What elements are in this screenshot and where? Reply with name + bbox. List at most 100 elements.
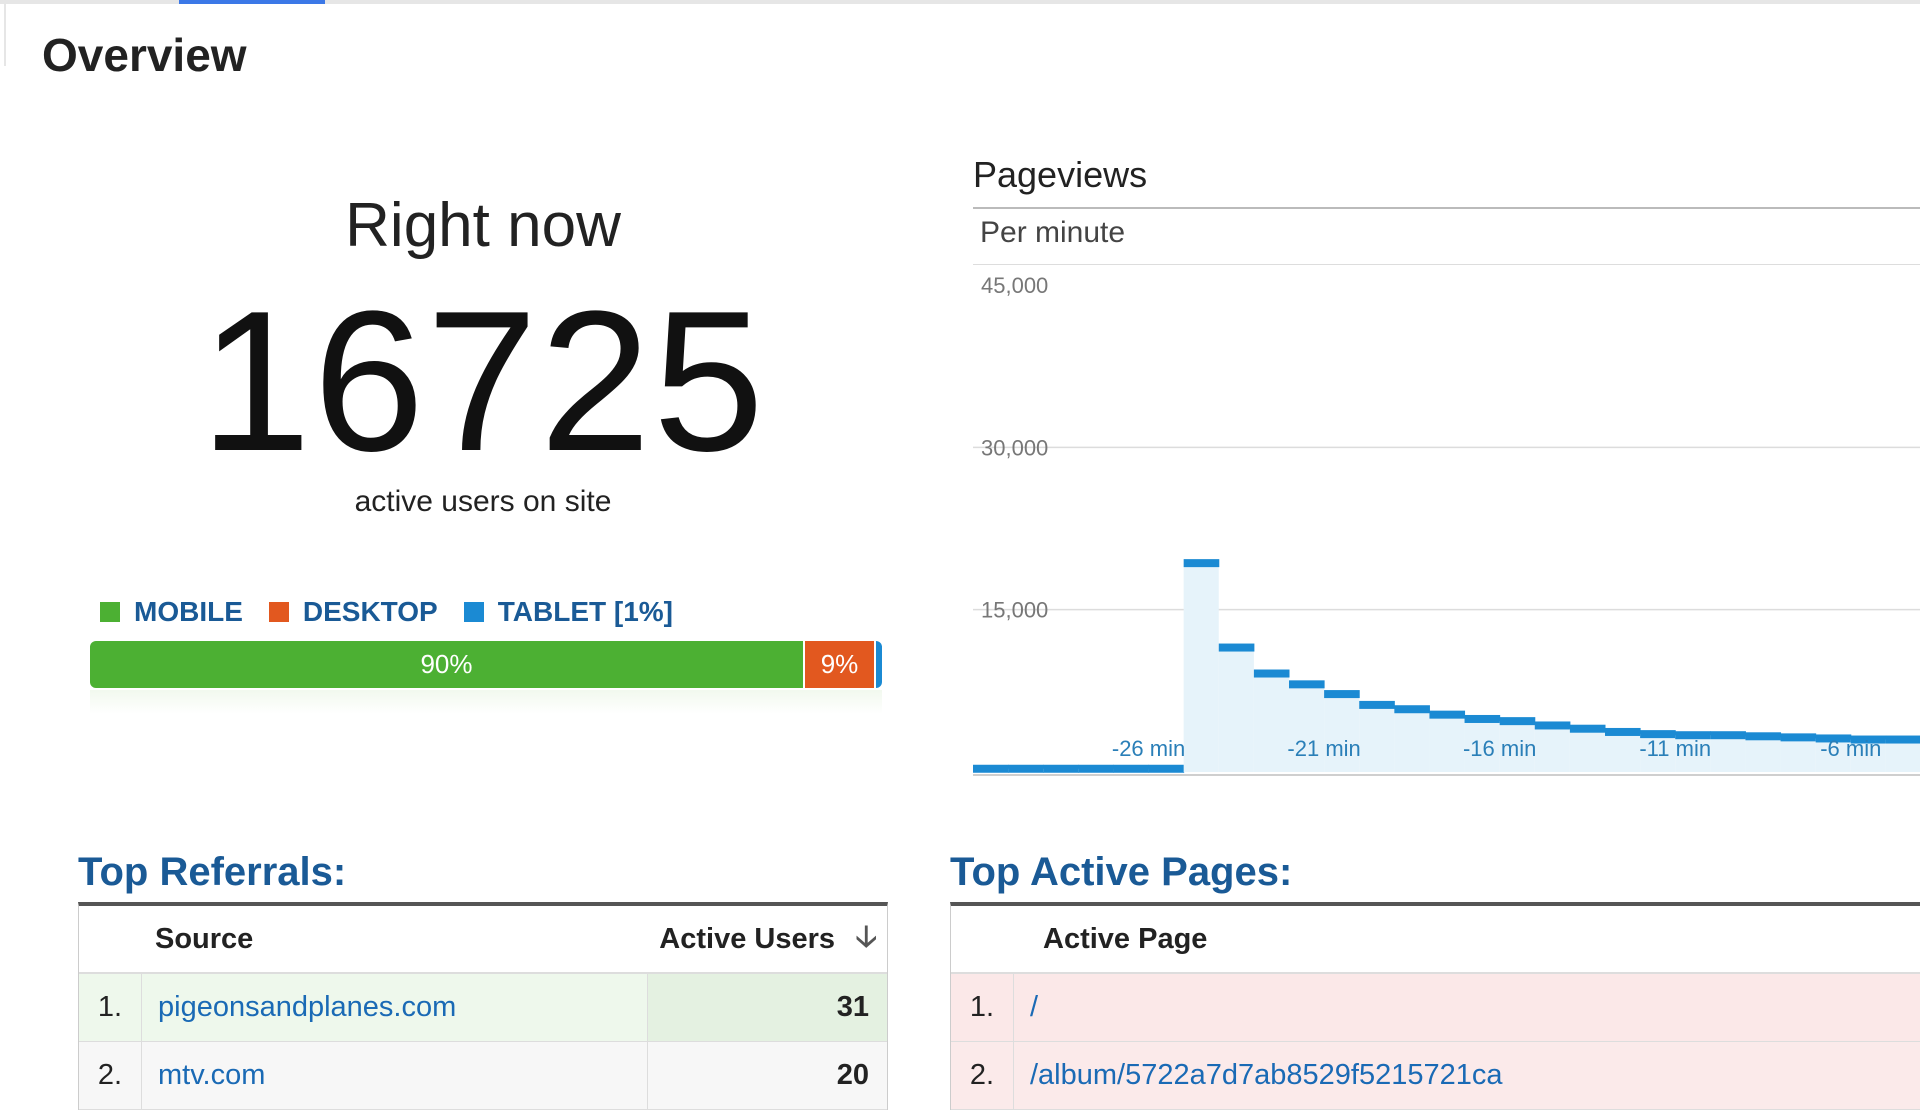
- pageview-bar-fill: [1394, 709, 1430, 772]
- active-users-count: 16725: [199, 270, 767, 493]
- pageview-bar-fill: [1218, 647, 1254, 772]
- x-tick-label: -11 min: [1639, 736, 1711, 761]
- row-rank: 2.: [951, 1042, 1014, 1109]
- source-link[interactable]: mtv.com: [158, 1059, 266, 1091]
- pageview-bar-cap: [1885, 735, 1920, 744]
- pageview-bar-cap: [1324, 690, 1360, 699]
- pageview-bar-fill: [1569, 728, 1605, 772]
- x-tick-label: -16 min: [1463, 736, 1536, 761]
- pageview-bar-cap: [1780, 733, 1817, 742]
- tablet-segment[interactable]: [874, 641, 882, 688]
- pageview-bar-cap: [1710, 731, 1746, 740]
- active-users-column-header[interactable]: Active Users: [659, 922, 835, 955]
- row-active-users: 31: [648, 974, 887, 1041]
- pageview-bar-cap: [1359, 700, 1395, 709]
- active-users-label: active users on site: [354, 485, 612, 518]
- page-link[interactable]: /album/5722a7d7ab8529f5215721ca: [1030, 1059, 1503, 1091]
- x-tick-label: -6 min: [1820, 736, 1881, 761]
- pageview-bar-fill: [1429, 714, 1465, 772]
- mobile-swatch: [100, 602, 120, 622]
- source-column-header[interactable]: Source: [155, 922, 254, 955]
- device-bar-reflection: [90, 690, 882, 714]
- table-row[interactable]: 1. /: [951, 974, 1920, 1042]
- table-row[interactable]: 2. /album/5722a7d7ab8529f5215721ca: [951, 1042, 1920, 1110]
- tablet-swatch: [463, 602, 484, 622]
- pageview-bar-cap: [1289, 680, 1325, 689]
- pageviews-title: Pageviews: [973, 154, 1148, 195]
- row-rank: 2.: [79, 1042, 142, 1109]
- desktop-percent: 9%: [820, 649, 859, 679]
- legend-desktop: DESKTOP: [268, 596, 438, 628]
- pageview-bar-cap: [1745, 732, 1782, 741]
- pageview-bar-cap: [1183, 559, 1220, 568]
- x-tick-label: -21 min: [1287, 736, 1360, 761]
- pageview-bar-fill: [1780, 737, 1816, 772]
- active-page-column-header[interactable]: Active Page: [1043, 922, 1208, 955]
- sort-down-arrow-icon[interactable]: 🡣: [855, 919, 877, 953]
- pageviews-subtitle: Per minute: [980, 216, 1126, 249]
- legend-desktop-label: DESKTOP: [302, 596, 438, 627]
- top-referrals-table: Source Active Users 🡣 1. pigeonsandplane…: [78, 902, 888, 1110]
- pageview-bar-cap: [1148, 764, 1185, 773]
- pageview-bar-cap: [1569, 724, 1606, 733]
- row-rank: 1.: [951, 974, 1014, 1041]
- pageview-bar-fill: [1183, 563, 1219, 772]
- top-active-pages-table: Active Page 1. / 2. /album/5722a7d7ab852…: [950, 902, 1920, 1110]
- legend-mobile-label: MOBILE: [134, 596, 243, 627]
- pageview-bar-fill: [1253, 673, 1289, 772]
- pageview-bar-fill: [1464, 718, 1500, 772]
- top-active-pages-title: Top Active Pages:: [950, 850, 1293, 894]
- pageview-bar-cap: [1113, 764, 1150, 773]
- legend-tablet: TABLET [1%]: [463, 596, 673, 628]
- top-referrals-title: Top Referrals:: [78, 850, 347, 894]
- table-row[interactable]: 2. mtv.com 20: [79, 1042, 887, 1110]
- desktop-segment[interactable]: 9%: [803, 641, 874, 688]
- pageview-bar-cap: [1605, 727, 1641, 736]
- pageviews-chart: 45,000 30,000 15,000 -26 min -21 min -16 min -…: [973, 273, 1920, 776]
- pageview-bar-cap: [1534, 721, 1571, 730]
- right-now-title: Right now: [345, 191, 621, 260]
- source-link[interactable]: pigeonsandplanes.com: [158, 991, 457, 1023]
- pageview-bar-cap: [1850, 735, 1887, 744]
- table-row[interactable]: 1. pigeonsandplanes.com 31: [79, 974, 887, 1042]
- legend-mobile: MOBILE: [100, 596, 243, 628]
- pageview-bar-cap: [1640, 730, 1676, 739]
- pageview-bar-fill: [1885, 739, 1920, 772]
- page-link[interactable]: /: [1030, 991, 1039, 1023]
- pageview-bar-fill: [1289, 684, 1325, 772]
- mobile-percent: 90%: [420, 649, 473, 679]
- y-tick-label: 15,000: [981, 598, 1048, 623]
- referrals-header-row: Source Active Users 🡣: [79, 906, 887, 974]
- device-share-bar: 90% 9%: [90, 641, 882, 688]
- pageview-bar-fill: [1675, 735, 1711, 772]
- pageview-bar-cap: [1429, 710, 1466, 719]
- pageview-bar-cap: [1008, 764, 1044, 773]
- desktop-swatch: [268, 602, 289, 622]
- pages-header-row: Active Page: [951, 906, 1920, 974]
- pageview-bar-cap: [1394, 705, 1430, 714]
- pageview-bar-fill: [1605, 731, 1641, 772]
- pageview-bar-cap: [973, 764, 1009, 773]
- row-active-users: 20: [836, 1059, 869, 1091]
- x-tick-label: -26 min: [1112, 736, 1185, 761]
- pageview-bar-cap: [1464, 714, 1501, 723]
- pageview-bar-fill: [1850, 739, 1886, 772]
- pageview-bar-fill: [1359, 704, 1395, 772]
- pageview-bar-cap: [1499, 717, 1536, 726]
- page-title: Overview: [42, 29, 247, 81]
- left-border: [4, 4, 6, 66]
- y-tick-label: 45,000: [981, 273, 1048, 298]
- pageview-bar-fill: [1499, 721, 1535, 772]
- pageview-bar-cap: [1078, 764, 1114, 773]
- mobile-segment[interactable]: 90%: [90, 641, 803, 688]
- top-border: [0, 0, 1920, 4]
- pageviews-sub-divider: [973, 264, 1920, 265]
- pageview-bar-cap: [1675, 731, 1711, 740]
- pageview-bar-fill: [1815, 738, 1851, 772]
- pageview-bar-fill: [1534, 725, 1570, 772]
- pageview-bar-cap: [1253, 669, 1290, 678]
- legend-tablet-label: TABLET [1%]: [497, 596, 673, 627]
- active-tab-indicator: [179, 0, 325, 4]
- row-rank: 1.: [79, 974, 142, 1041]
- row-source-cell: pigeonsandplanes.com: [142, 974, 648, 1041]
